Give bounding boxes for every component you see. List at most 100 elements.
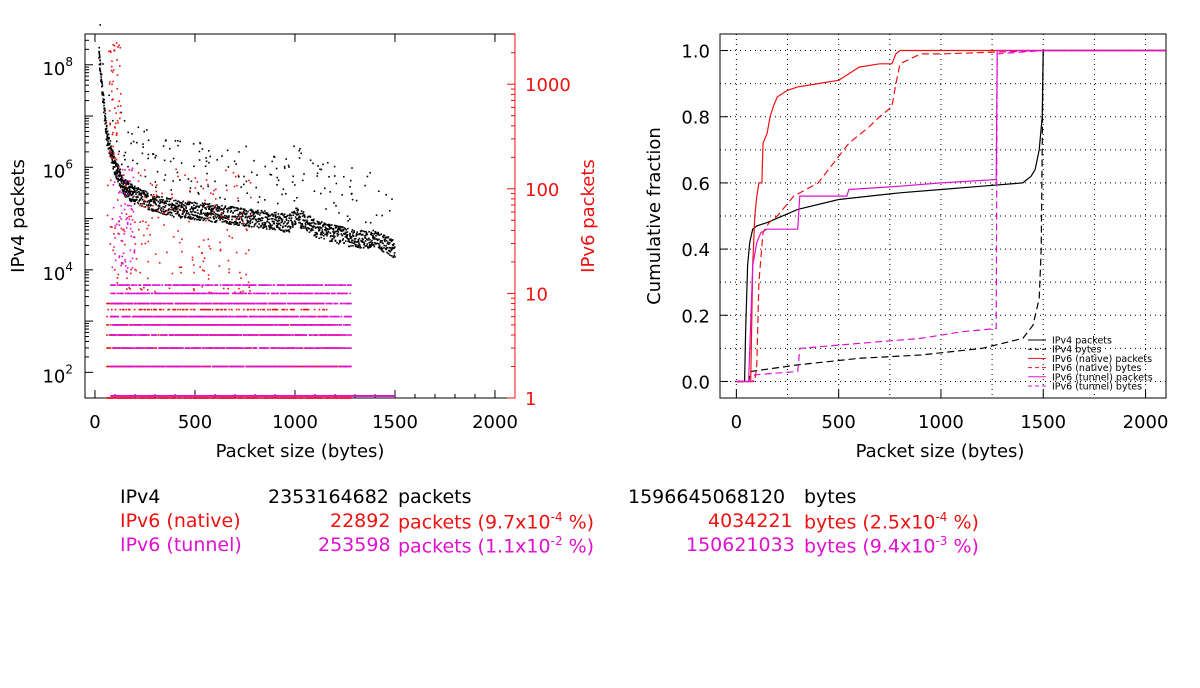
ipv4-point <box>237 223 239 225</box>
ipv6-tunnel-point <box>145 293 147 295</box>
ipv4-point <box>105 118 107 120</box>
ipv4-point <box>155 204 157 206</box>
ipv6-native-point <box>140 221 142 223</box>
ipv4-point <box>317 165 319 167</box>
ipv6-tunnel-point <box>343 324 345 326</box>
ipv4-point <box>265 222 267 224</box>
ipv6-tunnel-point <box>253 334 255 336</box>
ipv6-tunnel-point <box>292 334 294 336</box>
ipv4-point <box>299 157 301 159</box>
ipv4-point <box>380 242 382 244</box>
ipv4-point <box>387 241 389 243</box>
ipv6-native-point <box>240 291 242 293</box>
ipv6-tunnel-point <box>244 347 246 349</box>
ipv6-tunnel-point <box>341 324 343 326</box>
ipv6-tunnel-point <box>148 316 150 318</box>
ipv6-tunnel-point <box>316 334 318 336</box>
ipv4-point <box>365 221 367 223</box>
ipv6-tunnel-point <box>326 324 328 326</box>
ipv6-native-point <box>152 196 154 198</box>
ipv6-tunnel-point <box>197 366 199 368</box>
ipv6-native-point <box>234 186 236 188</box>
ipv6-tunnel-point <box>185 284 187 286</box>
ipv4-point <box>221 218 223 220</box>
ipv4-point <box>368 242 370 244</box>
ipv6-tunnel-point <box>228 334 230 336</box>
ipv6-tunnel-point <box>153 347 155 349</box>
ipv4-point <box>138 191 140 193</box>
ipv6-tunnel-point <box>265 316 267 318</box>
ipv6-native-point <box>181 397 183 399</box>
ipv6-native-point <box>229 235 231 237</box>
ipv6-tunnel-point <box>213 334 215 336</box>
ipv4-point <box>181 162 183 164</box>
ipv6-native-point <box>138 229 140 231</box>
ipv4-point <box>258 227 260 229</box>
ipv4-point <box>313 219 315 221</box>
ipv6-tunnel-point <box>125 303 127 305</box>
ipv6-native-point <box>110 243 112 245</box>
ipv6-native-point <box>236 185 238 187</box>
ipv6-native-point <box>192 257 194 259</box>
ipv4-point <box>169 148 171 150</box>
ipv4-point <box>207 206 209 208</box>
ipv4-point <box>124 159 126 161</box>
ipv4-point <box>368 231 370 233</box>
ipv6-native-point <box>228 260 230 262</box>
ipv4-point <box>148 140 150 142</box>
ipv4-point <box>216 209 218 211</box>
ipv6-native-point <box>116 132 118 134</box>
ipv6-native-point <box>110 51 112 53</box>
ipv6-tunnel-point <box>290 293 292 295</box>
ipv6-tunnel-point <box>219 324 221 326</box>
ipv4-point <box>333 235 335 237</box>
ipv4-point <box>214 181 216 183</box>
ipv4-point <box>124 194 126 196</box>
ipv6-tunnel-point <box>294 347 296 349</box>
ipv4-point <box>230 223 232 225</box>
ipv6-tunnel-point <box>343 293 345 295</box>
ipv4-point <box>149 209 151 211</box>
ipv6-tunnel-point <box>200 347 202 349</box>
ipv4-point <box>190 187 192 189</box>
ipv4-point <box>146 191 148 193</box>
ipv6-native-point <box>129 309 131 311</box>
ipv4-point <box>141 192 143 194</box>
ipv4-point <box>148 204 150 206</box>
ipv6-tunnel-point <box>281 293 283 295</box>
ipv6-tunnel-point <box>335 366 337 368</box>
ipv6-native-point <box>118 44 120 46</box>
ipv4-point <box>102 85 104 87</box>
ipv4-point <box>247 211 249 213</box>
ipv4-point <box>357 234 359 236</box>
ipv6-native-point <box>156 194 158 196</box>
ipv6-tunnel-point <box>184 366 186 368</box>
ipv4-point <box>200 204 202 206</box>
ipv4-point <box>300 223 302 225</box>
ipv4-point <box>394 252 396 254</box>
ipv4-point <box>228 166 230 168</box>
ipv6-tunnel-point <box>127 334 129 336</box>
ipv4-point <box>349 233 351 235</box>
ipv6-native-point <box>202 269 204 271</box>
ipv6-native-point <box>202 188 204 190</box>
ipv4-point <box>343 242 345 244</box>
ipv6-tunnel-point <box>197 347 199 349</box>
ipv4-point <box>311 222 313 224</box>
ipv4-point <box>181 216 183 218</box>
ipv6-tunnel-point <box>203 324 205 326</box>
ipv6-native-point <box>235 176 237 178</box>
ipv4-point <box>121 164 123 166</box>
ipv4-point <box>162 199 164 201</box>
ipv6-native-point <box>323 309 325 311</box>
ipv4-point <box>231 222 233 224</box>
ipv4-point <box>147 158 149 160</box>
ipv4-point <box>386 240 388 242</box>
ipv4-point <box>382 248 384 250</box>
ipv4-point <box>272 218 274 220</box>
ipv4-point <box>353 231 355 233</box>
ipv4-point <box>332 238 334 240</box>
ipv4-point <box>376 243 378 245</box>
ipv4-point <box>282 219 284 221</box>
ipv6-native-point <box>177 230 179 232</box>
